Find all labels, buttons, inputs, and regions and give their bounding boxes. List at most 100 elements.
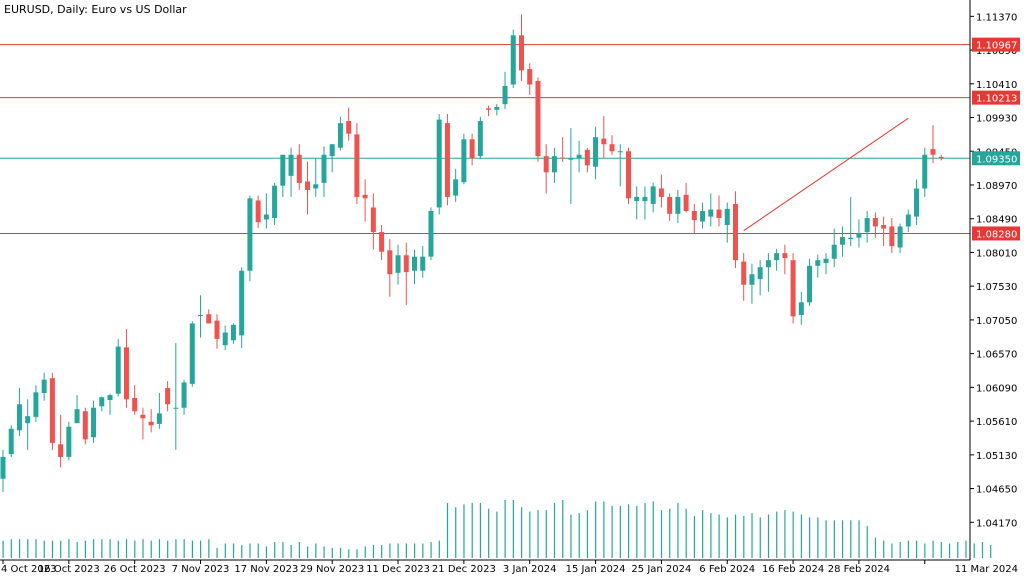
candle-bull [66,421,72,461]
time-tick-label: 11 Dec 2023 [366,564,430,575]
candle-bull [905,209,911,233]
candle-body [173,407,179,409]
candle-body [593,137,599,167]
volume-bar [101,539,103,558]
candle-body [782,253,788,259]
volume-bar [405,543,407,558]
candle-body [247,198,253,271]
trendline-layer [743,117,909,232]
time-tick-label: 11 Mar 2024 [955,564,1018,575]
volume-bar [603,501,605,558]
candle-bear [560,137,566,162]
horizontal-levels [0,44,970,234]
candle-body [634,196,640,202]
volume-bar [93,539,95,558]
volume-bar [249,543,251,558]
candle-bear [716,195,722,227]
candle-body [683,194,689,211]
candle-body [625,151,631,199]
volume-bar [257,543,259,558]
candle-body [798,302,804,315]
candle-bull [461,133,467,185]
volume-bar [660,510,663,558]
candle-bear [667,193,673,221]
level-price-tag: 1.10967 [972,37,1020,52]
candle-body [379,232,385,252]
volume-bar [10,539,12,558]
candle-body [337,123,343,148]
candle-bull [617,144,623,187]
candle-bull [173,343,179,450]
volume-bar [940,542,942,558]
candle-bull [181,379,187,415]
candle-body [453,179,459,196]
candle-body [543,156,549,173]
volume-bar [619,505,621,558]
volume-bar [883,540,885,558]
candle-bear [938,154,944,161]
candle-bull [757,260,763,296]
candle-bull [914,179,920,226]
candle-body [494,106,500,110]
volume-bar [693,515,696,558]
volume-bar [981,542,984,558]
volume-bar [636,505,638,558]
time-tick-label: 26 Oct 2023 [104,564,166,575]
volume-bar [718,514,720,558]
candle-bull [337,116,343,151]
price-tick-label: 1.10410 [976,80,1017,91]
candle-body [848,237,854,240]
price-tick-label: 1.04650 [976,485,1017,496]
volume-bar [858,520,860,558]
volume-bar [455,507,457,558]
chart-title: EURUSD, Daily: Euro vs US Dollar [4,3,187,16]
candle-body [872,218,878,227]
candle-body [881,225,887,229]
level-tag-background [972,151,1020,166]
candle-bear [387,239,393,297]
volume-bar [537,510,539,558]
candle-body [461,139,467,183]
candle-body [395,255,401,273]
candle-body [148,421,154,426]
candle-body [74,409,80,424]
candle-body [222,332,228,346]
volume-bar [381,544,383,558]
candle-bull [823,253,829,275]
candle-body [140,414,146,419]
volume-bar [397,543,399,558]
volume-bar [973,543,975,558]
time-tick-label: 15 Jan 2024 [566,564,626,575]
volume-bar [792,511,794,558]
volume-bar [743,515,745,558]
volume-bar [874,537,877,558]
volume-bar [446,502,449,558]
candle-body [313,184,319,189]
trendline[interactable] [743,117,909,232]
price-tick-label: 1.04170 [976,518,1017,529]
volume-bar [520,507,523,558]
volume-bar [932,540,934,558]
candle-body [807,265,813,303]
candle-bull [107,393,113,415]
candle-bear [379,225,385,261]
candle-bull [502,71,508,110]
candle-body [123,347,129,400]
volume-bar [710,513,712,558]
candle-body [914,188,920,217]
candle-bear [296,144,302,190]
candle-body [8,428,14,455]
candle-bull [436,114,442,215]
candle-bear [741,253,747,301]
level-price-tag: 1.10213 [972,90,1020,105]
time-tick-label: 4 Oct 2023 [1,564,56,575]
volume-bar [43,540,45,558]
volume-bar [224,543,226,558]
volume-bar [208,539,210,558]
price-tick-label: 1.05130 [976,451,1017,462]
volume-bar [726,517,728,558]
candle-body [33,392,39,417]
candle-body [91,407,97,438]
